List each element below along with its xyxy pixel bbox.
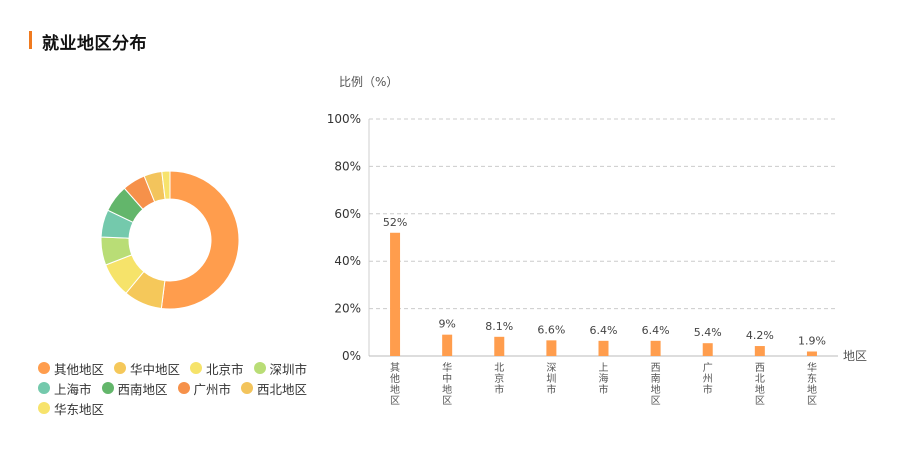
- donut-legend: 其他地区 华中地区 北京市 深圳市上海市 西南地区 广州市 西北地区华东地区: [38, 358, 318, 418]
- y-tick-label: 80%: [334, 159, 361, 173]
- y-tick-label: 100%: [327, 112, 361, 126]
- legend-swatch: [253, 362, 266, 374]
- legend-swatch: [38, 382, 50, 394]
- donut-slice: [160, 170, 240, 310]
- legend-swatch: [101, 382, 114, 394]
- title-accent-bar: [29, 31, 32, 49]
- legend-swatch: [177, 382, 190, 394]
- bar[interactable]: [754, 346, 765, 356]
- legend-label: 华中地区: [130, 361, 181, 377]
- x-tick-label: 北京市: [494, 362, 504, 396]
- x-tick-label: 深圳市: [546, 362, 556, 396]
- y-tick-label: 40%: [334, 254, 361, 268]
- legend-swatch: [190, 362, 203, 374]
- x-tick-label: 其他地区: [390, 362, 400, 407]
- bar[interactable]: [390, 232, 401, 356]
- bar-value-label: 52%: [383, 216, 407, 229]
- legend-item[interactable]: 华东地区: [38, 399, 104, 418]
- legend-label: 广州市: [193, 381, 232, 397]
- bar-value-label: 4.2%: [746, 329, 774, 342]
- legend-row: 华东地区: [38, 398, 318, 418]
- x-tick-label: 广州市: [703, 362, 713, 396]
- legend-item[interactable]: 西南地区: [101, 379, 168, 398]
- bar-value-label: 1.9%: [798, 334, 826, 347]
- legend-label: 上海市: [54, 381, 92, 397]
- donut-slice: [161, 170, 171, 200]
- bar[interactable]: [650, 340, 661, 356]
- legend-swatch: [38, 362, 50, 374]
- legend-label: 华东地区: [54, 401, 105, 417]
- y-tick-label: 60%: [334, 207, 361, 221]
- bar-value-label: 6.4%: [590, 324, 618, 337]
- legend-swatch: [241, 382, 254, 394]
- y-axis-title: 比例（%）: [339, 75, 399, 89]
- legend-label: 西南地区: [117, 381, 168, 397]
- legend-item[interactable]: 北京市: [190, 359, 244, 378]
- bar-value-label: 6.6%: [537, 323, 565, 336]
- legend-item[interactable]: 其他地区: [38, 359, 104, 378]
- legend-swatch: [38, 402, 50, 414]
- y-tick-label: 0%: [342, 349, 361, 363]
- bar[interactable]: [702, 343, 713, 356]
- bar[interactable]: [442, 334, 453, 356]
- legend-swatch: [114, 362, 127, 374]
- x-tick-label: 华中地区: [442, 361, 452, 407]
- x-tick-label: 西北地区: [755, 363, 765, 407]
- legend-item[interactable]: 华中地区: [114, 359, 180, 378]
- bar-value-label: 8.1%: [485, 320, 513, 333]
- bar[interactable]: [806, 351, 817, 356]
- bar[interactable]: [494, 336, 505, 356]
- x-axis-title: 地区: [843, 349, 868, 363]
- legend-label: 北京市: [206, 361, 244, 377]
- bar[interactable]: [598, 340, 609, 356]
- bar-value-label: 6.4%: [642, 324, 670, 337]
- bar[interactable]: [546, 340, 557, 356]
- legend-item[interactable]: 深圳市: [253, 359, 308, 378]
- legend-item[interactable]: 上海市: [38, 379, 92, 398]
- legend-row: 上海市 西南地区 广州市 西北地区: [38, 378, 318, 398]
- bar-value-label: 9%: [438, 318, 455, 331]
- y-tick-label: 20%: [334, 302, 361, 316]
- legend-label: 西北地区: [257, 381, 308, 397]
- page-title: 就业地区分布: [42, 34, 147, 54]
- x-tick-label: 上海市: [599, 362, 609, 396]
- x-tick-label: 华东地区: [807, 361, 817, 407]
- legend-label: 其他地区: [54, 361, 105, 377]
- legend-item[interactable]: 广州市: [177, 379, 232, 398]
- legend-item[interactable]: 西北地区: [241, 379, 307, 398]
- x-tick-label: 西南地区: [651, 363, 661, 407]
- bar-value-label: 5.4%: [694, 326, 722, 339]
- legend-row: 其他地区 华中地区 北京市 深圳市: [38, 358, 318, 378]
- legend-label: 深圳市: [269, 361, 308, 377]
